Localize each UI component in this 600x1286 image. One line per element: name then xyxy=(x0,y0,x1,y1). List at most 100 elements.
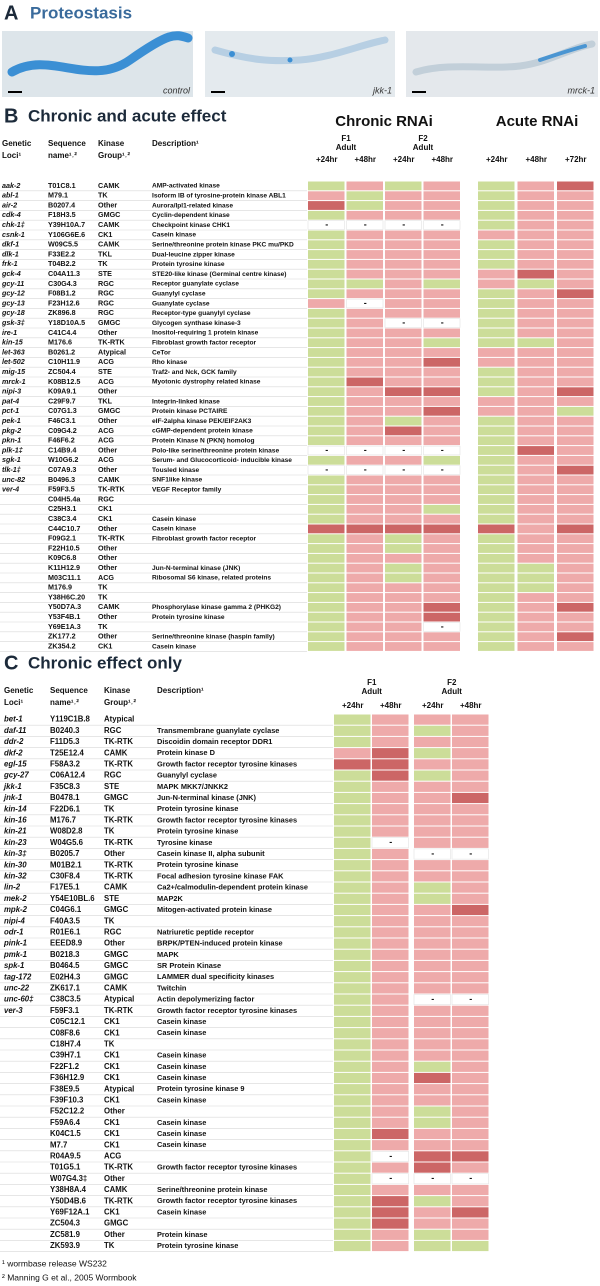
heat-cell xyxy=(308,475,345,485)
description: SNF1like kinase xyxy=(152,477,203,484)
heat-cell xyxy=(346,318,383,328)
heat-cell xyxy=(557,573,594,583)
generation-label: F1 xyxy=(341,134,351,143)
heat-cell xyxy=(346,465,384,475)
heat-cell xyxy=(334,860,371,871)
heat-cell xyxy=(517,181,554,191)
heat-cell xyxy=(334,748,371,759)
gene-locus: tag-172 xyxy=(4,972,32,981)
kinase-group: Atypical xyxy=(98,347,126,356)
heat-cell xyxy=(385,269,422,279)
heat-cell xyxy=(423,230,460,240)
sequence-name: M176.6 xyxy=(48,338,72,347)
description: Fibroblast growth factor receptor xyxy=(152,535,256,542)
heat-cell xyxy=(517,299,554,308)
heat-cell xyxy=(414,748,451,759)
heat-cell xyxy=(385,563,422,573)
heat-cell xyxy=(372,972,409,983)
heat-cell xyxy=(385,416,422,426)
description: Growth factor receptor tyrosine kinases xyxy=(157,759,297,768)
heat-cell xyxy=(385,602,422,612)
heat-cell xyxy=(557,397,594,406)
heat-cell xyxy=(384,465,422,475)
time-label: +48hr xyxy=(354,155,376,164)
sequence-name: W07G4.3‡ xyxy=(50,1174,87,1183)
heat-cell xyxy=(308,230,345,240)
kinase-group: TK xyxy=(98,259,108,268)
heat-cell xyxy=(423,426,460,436)
kinase-group: GMGC xyxy=(98,318,120,327)
description: SR Protein Kinase xyxy=(157,961,221,970)
description: Natriuretic peptide receptor xyxy=(157,927,254,936)
kinase-group: ACG xyxy=(98,357,114,366)
sequence-name: F33E2.2 xyxy=(48,249,75,258)
heat-cell xyxy=(385,338,422,348)
kinase-group: ACG xyxy=(98,436,114,445)
heat-cell xyxy=(452,860,489,871)
heat-cell xyxy=(372,1016,409,1028)
description: AMP-activated kinase xyxy=(152,183,220,190)
sequence-name: T01C8.1 xyxy=(48,181,76,190)
description: Jun-N-terminal kinase (JNK) xyxy=(152,565,240,572)
heat-cell xyxy=(452,770,489,781)
gene-locus: lin-2 xyxy=(4,883,21,892)
gene-locus: ddr-2 xyxy=(4,737,24,746)
kinase-group: CK1 xyxy=(104,1073,120,1082)
heat-cell xyxy=(334,1039,371,1050)
heat-cell xyxy=(385,583,422,593)
gene-locus: kin-16 xyxy=(4,815,27,824)
no-data-label: - xyxy=(441,219,444,229)
sequence-name: B0240.3 xyxy=(50,726,80,735)
column-header: name¹˒² xyxy=(48,151,77,160)
heat-cell xyxy=(557,583,594,593)
kinase-group: ACG xyxy=(98,426,114,435)
heat-cell xyxy=(423,279,460,289)
heat-cell xyxy=(372,1106,409,1117)
heat-cell xyxy=(414,1196,451,1207)
sequence-name: K11H12.9 xyxy=(48,563,80,572)
heat-cell xyxy=(334,815,371,826)
description: Casein kinase xyxy=(157,1207,206,1216)
no-data-label: - xyxy=(364,219,367,229)
description: Casein kinase xyxy=(157,1118,206,1127)
heat-cell xyxy=(385,524,422,534)
heat-cell xyxy=(334,960,371,972)
sequence-name: F18H3.5 xyxy=(48,210,76,219)
heat-cell xyxy=(478,573,515,583)
heat-cell xyxy=(517,338,554,348)
heat-cell xyxy=(557,602,594,612)
sequence-name: C44C10.7 xyxy=(48,524,80,533)
description: STE20-like kinase (Germinal centre kinas… xyxy=(152,271,287,278)
heat-cell xyxy=(334,1095,371,1106)
heat-cell xyxy=(478,632,515,642)
heat-cell xyxy=(452,1095,489,1106)
heat-cell xyxy=(557,230,594,240)
heat-cell xyxy=(372,949,409,960)
no-data-label: - xyxy=(325,464,328,474)
kinase-group: TK xyxy=(104,1241,115,1250)
description: Guanylyl cyclase xyxy=(152,290,206,297)
heat-cell xyxy=(423,504,460,514)
heat-cell xyxy=(385,191,422,201)
heat-cell xyxy=(557,446,594,455)
heat-cell xyxy=(557,191,594,201)
heat-cell xyxy=(334,1072,371,1084)
heat-cell xyxy=(517,230,554,240)
stage-label: Adult xyxy=(336,143,357,152)
heat-cell xyxy=(452,1084,489,1095)
description: Ca2+/calmodulin-dependent protein kinase xyxy=(157,883,308,892)
sequence-name: T04B2.2 xyxy=(48,259,76,268)
heat-cell xyxy=(385,642,422,651)
heat-cell xyxy=(452,1218,489,1229)
heat-cell xyxy=(308,397,345,406)
heat-cell xyxy=(308,622,345,632)
gene-locus: bet-1 xyxy=(4,715,23,724)
heat-cell xyxy=(346,612,383,622)
description: Serine/threonine protein kinase PKC mu/P… xyxy=(152,241,294,248)
heat-cell xyxy=(346,642,383,651)
heat-cell xyxy=(414,1229,451,1240)
heat-cell xyxy=(372,893,409,904)
no-data-label: - xyxy=(431,994,434,1004)
kinase-group: TK xyxy=(104,916,115,925)
heat-cell xyxy=(452,960,489,972)
